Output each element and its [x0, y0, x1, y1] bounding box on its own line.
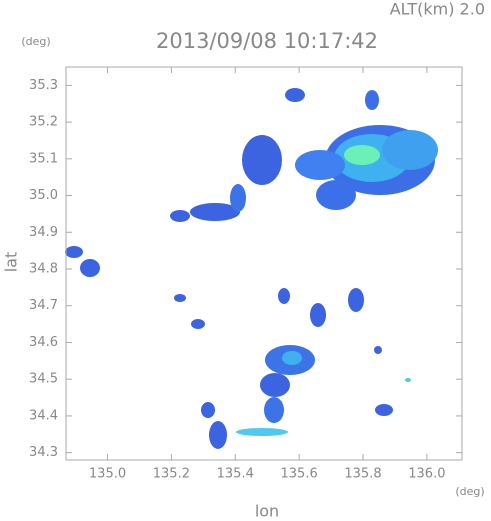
plot-frame [65, 66, 463, 461]
x-tick-label: 135.2 [153, 467, 190, 482]
chart-title: 2013/09/08 10:17:42 [156, 29, 378, 53]
y-tick-label: 35.1 [29, 151, 58, 166]
y-tick-label: 35.2 [29, 115, 58, 130]
y-tick-label: 35.0 [29, 188, 58, 203]
y-axis-label: lat [2, 252, 21, 273]
x-unit: (deg) [455, 485, 484, 498]
subtitle: ALT(km) 2.0 [390, 0, 485, 19]
y-tick-label: 34.7 [29, 298, 58, 313]
y-tick-label: 34.6 [29, 335, 58, 350]
y-tick-label: 34.8 [29, 262, 58, 277]
y-tick-label: 34.9 [29, 225, 58, 240]
y-tick-label: 34.3 [29, 445, 58, 460]
x-tick-label: 135.4 [217, 467, 254, 482]
x-tick-label: 135.0 [89, 467, 126, 482]
x-tick-label: 136.0 [408, 467, 445, 482]
x-tick-label: 135.6 [281, 467, 318, 482]
radar-echoes [65, 88, 438, 449]
x-tick-label: 135.8 [344, 467, 381, 482]
y-tick-label: 35.3 [29, 78, 58, 93]
y-tick-label: 34.4 [29, 408, 58, 423]
y-tick-label: 34.5 [29, 372, 58, 387]
x-axis-label: lon [255, 502, 279, 521]
y-unit: (deg) [21, 35, 50, 48]
